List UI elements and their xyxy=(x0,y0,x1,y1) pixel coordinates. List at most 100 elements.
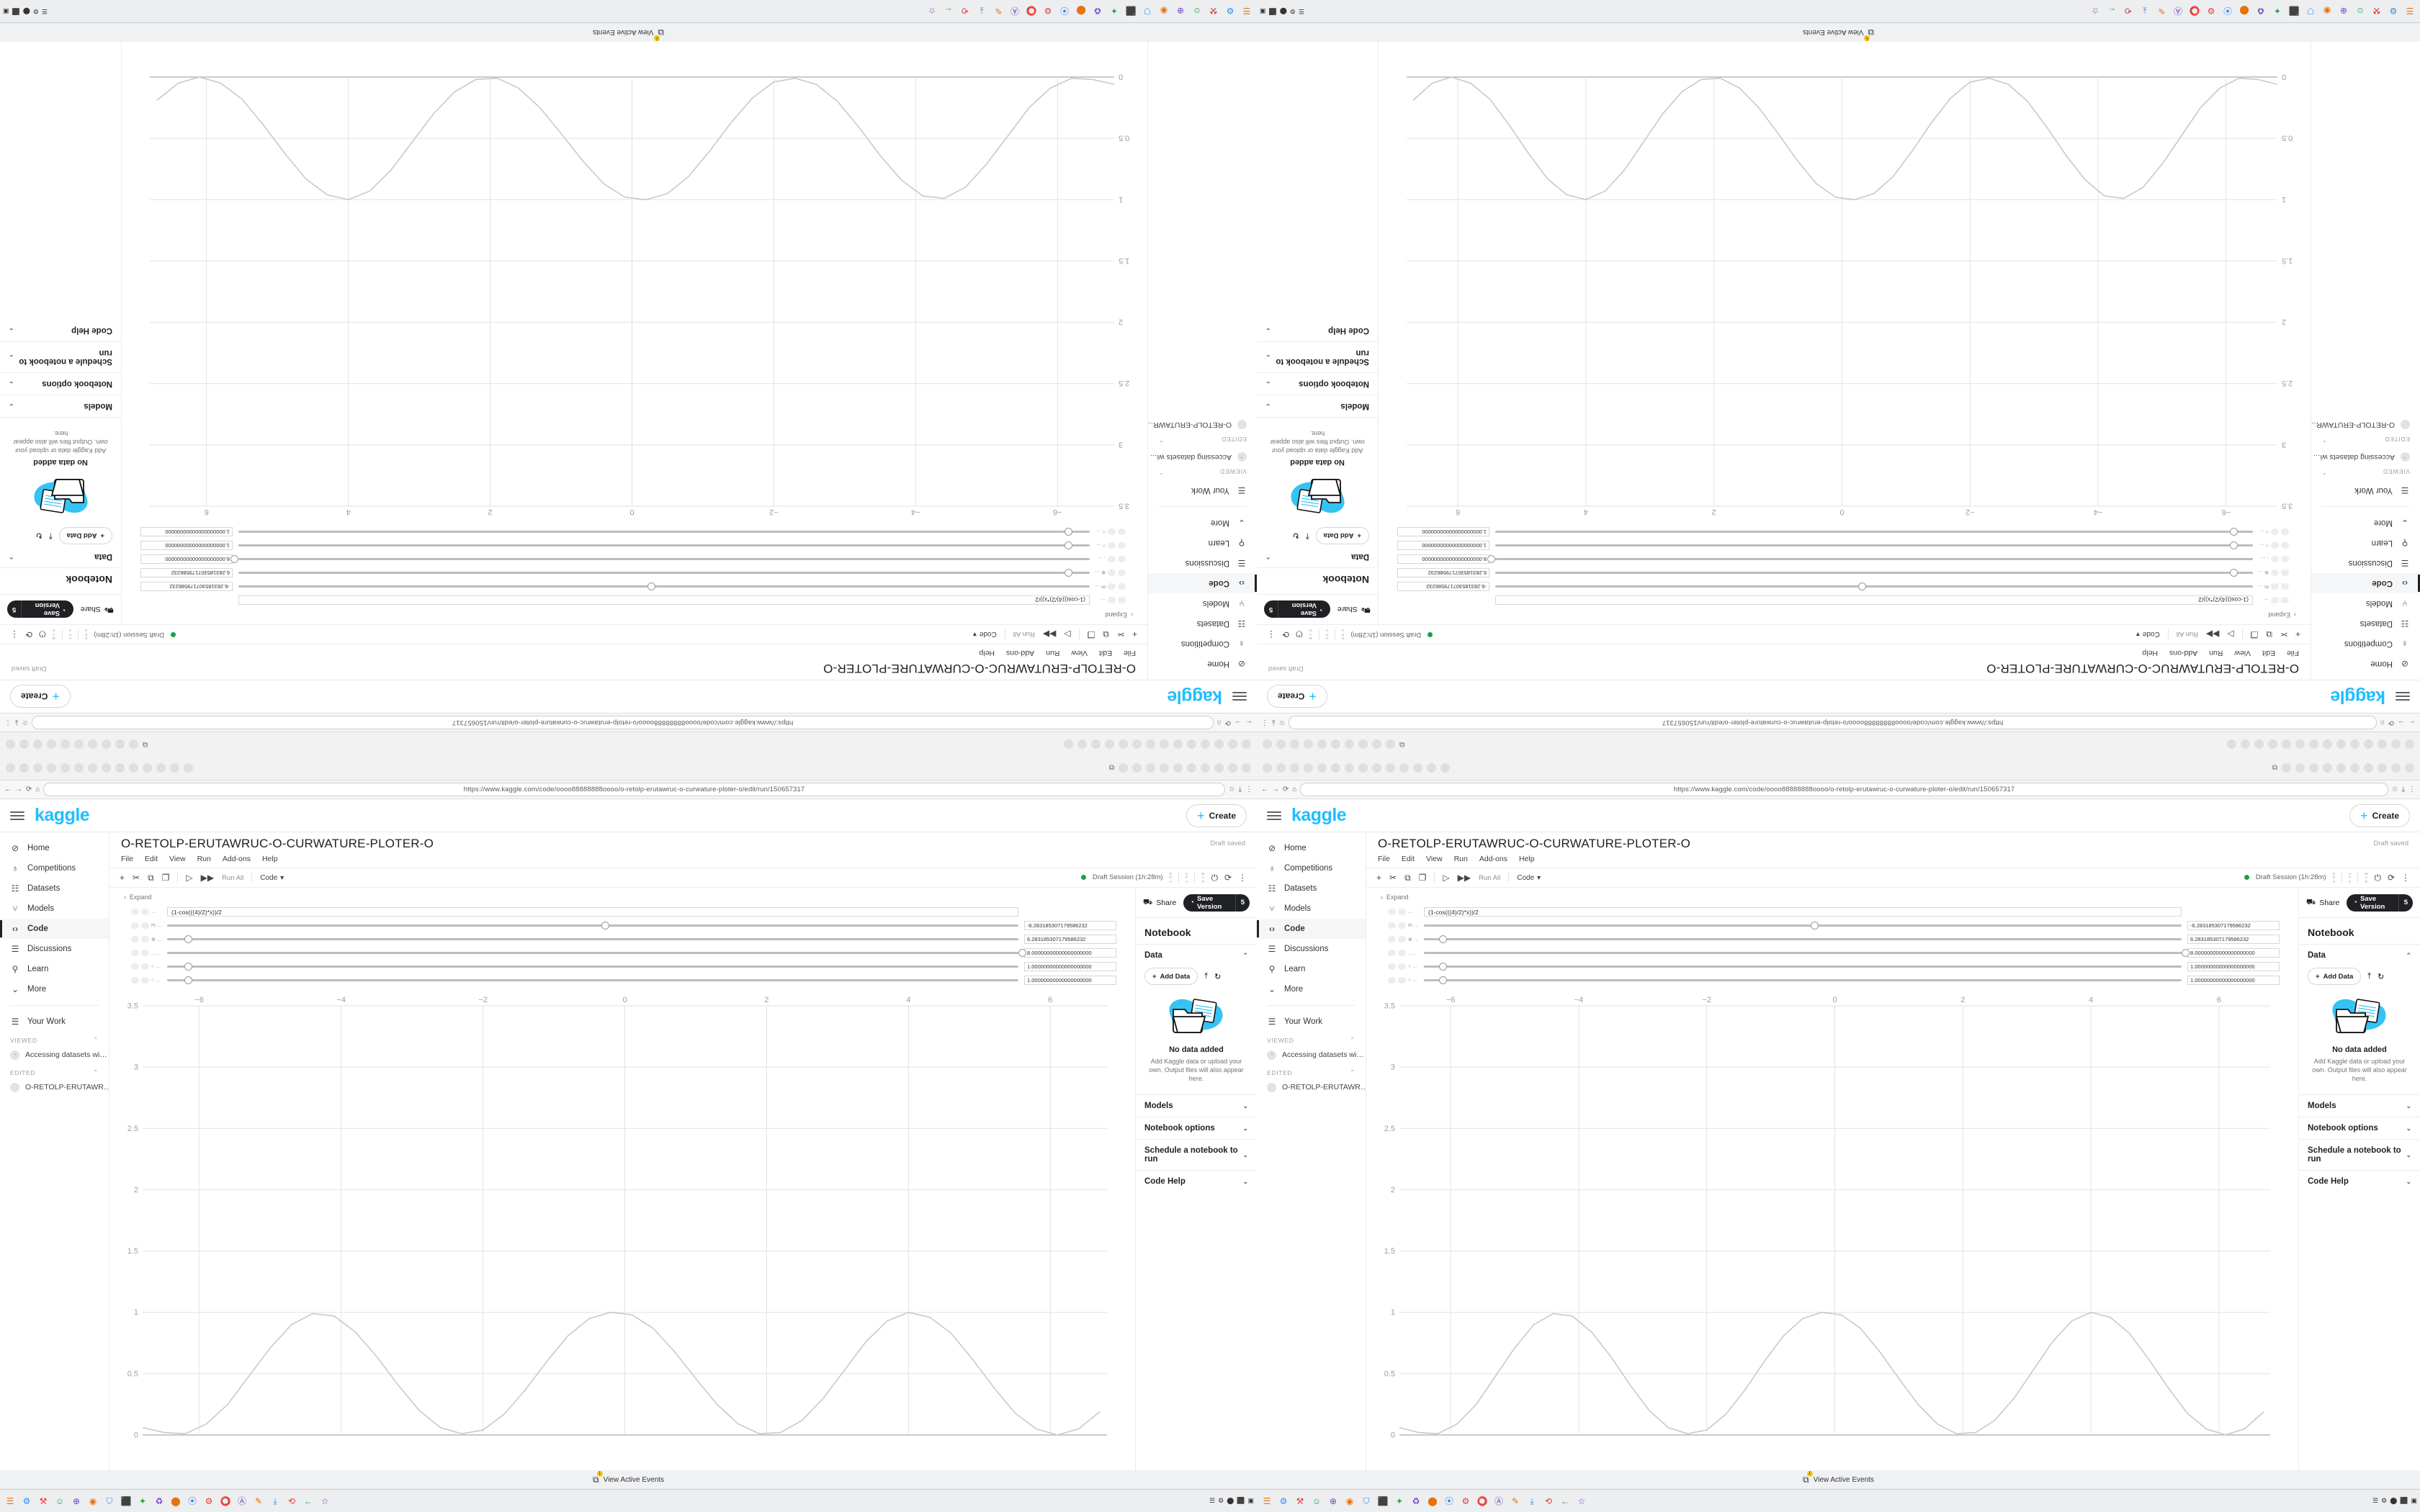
nav-icon[interactable]: ← xyxy=(2408,719,2416,727)
menu-item-edit[interactable]: Edit xyxy=(2262,649,2276,657)
nav-icon[interactable]: ⋮ xyxy=(1245,785,1252,793)
browser-toolbar-icon[interactable] xyxy=(60,763,70,773)
sidebar-item-your-work[interactable]: ☰ Your Work xyxy=(2311,480,2420,500)
slider-track-wrap[interactable] xyxy=(167,921,1018,931)
nav-icon[interactable]: ⌂ xyxy=(35,785,40,793)
browser-toolbar-icon[interactable] xyxy=(19,739,29,749)
panel-section-notebook-options[interactable]: Notebook options ⌄ xyxy=(1257,373,1378,395)
browser-toolbar-icon[interactable] xyxy=(1214,739,1224,749)
browser-toolbar-icon[interactable] xyxy=(1228,739,1237,749)
nav-icon[interactable]: ⋮ xyxy=(1261,719,1268,727)
taskbar-icon[interactable]: ⤓ xyxy=(2143,6,2147,17)
taskbar-icon[interactable]: ⦿ xyxy=(187,1495,197,1506)
browser-toolbar-icon[interactable] xyxy=(1201,739,1210,749)
expand-output-toggle[interactable]: › Expand xyxy=(109,892,1135,905)
tray-icon[interactable]: ⬤ xyxy=(22,8,30,15)
taskbar-icon[interactable]: ☺ xyxy=(2355,6,2365,17)
slider-knob[interactable] xyxy=(1065,569,1073,577)
browser-toolbar-icon[interactable] xyxy=(2282,763,2291,773)
menu-item-help[interactable]: Help xyxy=(2142,649,2159,657)
browser-toolbar-icon[interactable] xyxy=(1263,739,1272,749)
browser-toolbar-icon[interactable] xyxy=(47,739,56,749)
menu-item-add-ons[interactable]: Add-ons xyxy=(222,855,251,863)
nav-icon[interactable]: ☆ xyxy=(1278,719,1286,727)
run-all-button[interactable]: ▶▶ xyxy=(200,873,215,883)
tray-icon[interactable]: ☰ xyxy=(41,8,48,15)
browser-toolbar-icon[interactable] xyxy=(102,763,111,773)
add-data-button[interactable]: + Add Data xyxy=(1144,968,1198,985)
nav-icon[interactable]: ⌂ xyxy=(1292,785,1297,793)
refresh-icon[interactable]: ⟳ xyxy=(25,629,33,640)
slider-knob[interactable] xyxy=(2229,528,2238,536)
taskbar-icon[interactable]: ◉ xyxy=(1160,6,1168,17)
panel-section-schedule-a-notebook-to-run[interactable]: Schedule a notebook to run ⌄ xyxy=(1136,1140,1257,1170)
browser-toolbar-icon[interactable] xyxy=(1077,739,1087,749)
slider-track-wrap[interactable] xyxy=(1424,976,2182,986)
chevron-up-icon[interactable]: ⌃ xyxy=(2321,469,2327,476)
browser-toolbar-icon[interactable] xyxy=(1173,739,1183,749)
browser-toolbar-icon[interactable] xyxy=(115,739,125,749)
slider-knob[interactable] xyxy=(184,976,192,984)
slider-value-input[interactable]: 6.283185307179586232 xyxy=(140,568,233,577)
sidebar-item-competitions[interactable]: ♁ Competitions xyxy=(1148,634,1257,654)
taskbar-icon[interactable]: ⟲ xyxy=(1544,1495,1553,1506)
slider-value-input[interactable]: 6.283185307179586232 xyxy=(2187,935,2280,944)
tray-icon[interactable]: ⚙ xyxy=(32,8,39,15)
slider-knob[interactable] xyxy=(2229,541,2238,549)
nav-icon[interactable]: ☆ xyxy=(2391,785,2398,793)
taskbar-icon[interactable]: ☆ xyxy=(2091,6,2099,17)
menu-item-help[interactable]: Help xyxy=(979,649,995,657)
view-active-events[interactable]: ⧉ 1 View Active Events xyxy=(593,27,664,42)
nav-icon[interactable]: → xyxy=(1272,785,1279,793)
chevron-up-icon[interactable]: ⌃ xyxy=(2321,436,2327,444)
sidebar-item-models[interactable]: ⑂ Models xyxy=(0,899,109,919)
create-button[interactable]: + Create xyxy=(1186,804,1247,827)
nav-icon[interactable]: ⤓ xyxy=(1272,719,1276,727)
taskbar-icon[interactable]: ✎ xyxy=(254,1495,263,1506)
taskbar-icon[interactable]: ☺ xyxy=(1312,1495,1322,1506)
slider-knob[interactable] xyxy=(1487,555,1495,563)
save-version-count[interactable]: 5 xyxy=(7,600,22,618)
taskbar-icon[interactable]: ⚙ xyxy=(205,1495,213,1506)
upload-icon[interactable]: ⤒ xyxy=(1305,531,1309,541)
browser-toolbar-icon[interactable] xyxy=(1105,739,1114,749)
browser-toolbar-icon[interactable] xyxy=(60,739,70,749)
slider-value-input[interactable]: 1.00000000000000000000 xyxy=(1024,976,1116,985)
browser-toolbar-icon[interactable] xyxy=(47,763,56,773)
menu-item-help[interactable]: Help xyxy=(1518,855,1535,863)
expand-output-toggle[interactable]: › Expand xyxy=(1366,892,2298,905)
menu-item-run[interactable]: Run xyxy=(1046,649,1060,657)
tray-icon[interactable]: ▣ xyxy=(2411,1497,2417,1504)
taskbar-icon[interactable]: ☰ xyxy=(6,1495,14,1506)
slider-track-wrap[interactable] xyxy=(1495,527,2253,537)
nav-icon[interactable]: → xyxy=(15,785,22,793)
view-active-events[interactable]: ⧉ 1 View Active Events xyxy=(593,1470,664,1485)
taskbar-icon[interactable]: ☰ xyxy=(1242,6,1251,17)
browser-toolbar-icon[interactable] xyxy=(2309,739,2318,749)
share-button[interactable]: ⛟ Share xyxy=(1337,605,1371,615)
power-icon[interactable]: ⏻ xyxy=(1211,872,1218,883)
browser-toolbar-icon[interactable] xyxy=(1214,763,1224,773)
taskbar-icon[interactable]: ⚙ xyxy=(22,1495,31,1506)
hamburger-menu-icon[interactable] xyxy=(10,811,24,820)
save-version-count[interactable]: 5 xyxy=(1234,894,1250,912)
browser-toolbar-icon[interactable] xyxy=(2336,739,2346,749)
panel-section-schedule-a-notebook-to-run[interactable]: Schedule a notebook to run ⌄ xyxy=(0,342,121,372)
run-all-label[interactable]: Run All xyxy=(2176,630,2198,639)
taskbar-icon[interactable]: ⚙ xyxy=(1461,1495,1470,1506)
slider-value-input[interactable]: -6.283185307179586232 xyxy=(1397,582,1489,591)
taskbar-icon[interactable]: ✎ xyxy=(994,6,1003,17)
menu-item-file[interactable]: File xyxy=(121,855,133,863)
taskbar-icon[interactable]: ⬤ xyxy=(171,1495,181,1506)
menu-item-file[interactable]: File xyxy=(1378,855,1390,863)
edited-item[interactable]: O-RETOLP-ERUTAWR… xyxy=(1257,1078,1366,1097)
slider-track-wrap[interactable] xyxy=(238,582,1090,592)
browser-toolbar-icon[interactable] xyxy=(2391,763,2401,773)
browser-toolbar-icon[interactable] xyxy=(2405,763,2414,773)
taskbar-icon[interactable]: ☺ xyxy=(55,1495,65,1506)
panel-section-data[interactable]: Data ⌃ xyxy=(0,546,121,567)
browser-toolbar-icon[interactable] xyxy=(1091,739,1101,749)
upload-icon[interactable]: ⤒ xyxy=(48,531,53,541)
share-button[interactable]: ⛟ Share xyxy=(81,605,114,615)
panel-section-models[interactable]: Models ⌄ xyxy=(1136,1095,1257,1117)
